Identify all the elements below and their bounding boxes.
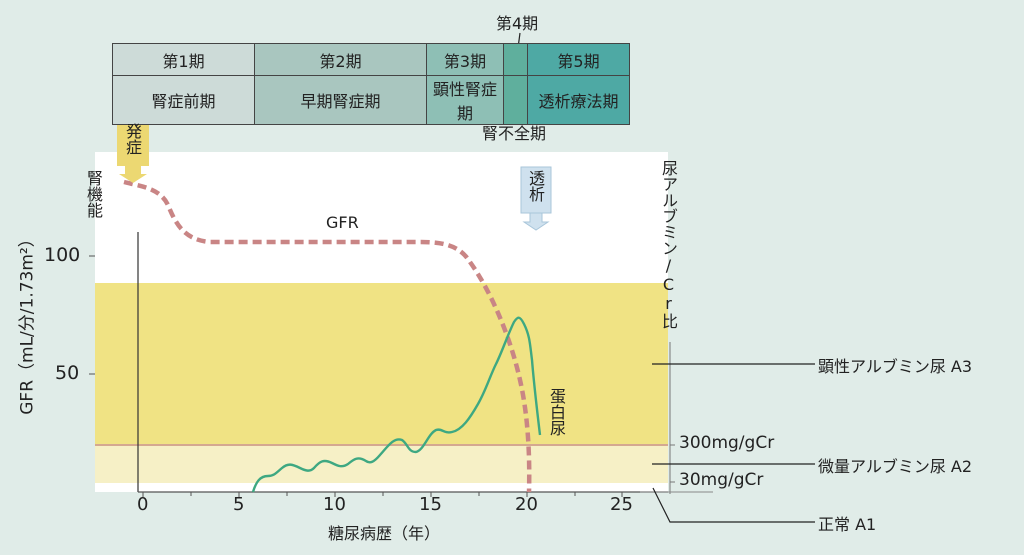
y-axis-title: GFR（mL/分/1.73m²） (17, 230, 38, 415)
band-a3 (95, 283, 668, 445)
stage-2-number: 第2期 (254, 43, 427, 76)
gfr-curve (123, 179, 532, 493)
stage-3-number: 第3期 (426, 43, 504, 76)
x-tick-20: 20 (515, 494, 538, 515)
y-tick-100: 100 (44, 244, 81, 266)
x-axis-title: 糖尿病歴（年） (328, 524, 441, 543)
onset-label: 発症 (123, 123, 142, 155)
stage-4-top-label: 第4期 (496, 14, 539, 33)
stage-number-row: 第1期 第2期 第3期 第5期 (112, 43, 630, 76)
x-tick-25: 25 (610, 494, 633, 515)
proteinuria-label: 蛋白尿 (547, 388, 566, 436)
stage-4-cell (503, 43, 528, 76)
dialysis-marker (520, 166, 552, 231)
stage-table: 第1期 第2期 第3期 第5期 腎症前期 早期腎症期 顕性腎症期 透析療法期 (112, 43, 630, 125)
stage-4-cell-bottom (503, 75, 528, 125)
x-tick-10: 10 (323, 494, 346, 515)
threshold-300-label: 300mg/gCr (679, 433, 775, 453)
x-tick-15: 15 (419, 494, 442, 515)
y-ticks (89, 255, 95, 375)
stage-5-name: 透析療法期 (527, 75, 630, 125)
stage-1-number: 第1期 (112, 43, 255, 76)
stage-4-bottom-label: 腎不全期 (482, 124, 547, 143)
a2-label: 微量アルブミン尿 A2 (818, 457, 973, 476)
stage-3-name: 顕性腎症期 (426, 75, 504, 125)
stage-1-name: 腎症前期 (112, 75, 255, 125)
gfr-curve-label: GFR (326, 213, 359, 232)
kidney-function-label: 腎機能 (84, 170, 103, 218)
proteinuria-curve (251, 316, 542, 493)
x-ticks (142, 492, 623, 497)
stage-2-name: 早期腎症期 (254, 75, 427, 125)
dialysis-label: 透析 (526, 170, 545, 202)
a3-label: 顕性アルブミン尿 A3 (818, 357, 973, 376)
band-a2 (95, 445, 668, 483)
stage-name-row: 腎症前期 早期腎症期 顕性腎症期 透析療法期 (112, 75, 630, 125)
right-axis-title: 尿アルブミン/Cr比 (659, 160, 678, 329)
x-tick-5: 5 (233, 494, 245, 515)
onset-marker (117, 120, 149, 183)
a1-label: 正常 A1 (818, 515, 877, 534)
y-tick-50: 50 (55, 362, 80, 384)
leader-a1 (652, 487, 815, 523)
x-tick-0: 0 (137, 494, 149, 515)
stage-5-number: 第5期 (527, 43, 630, 76)
threshold-30-label: 30mg/gCr (679, 470, 764, 490)
